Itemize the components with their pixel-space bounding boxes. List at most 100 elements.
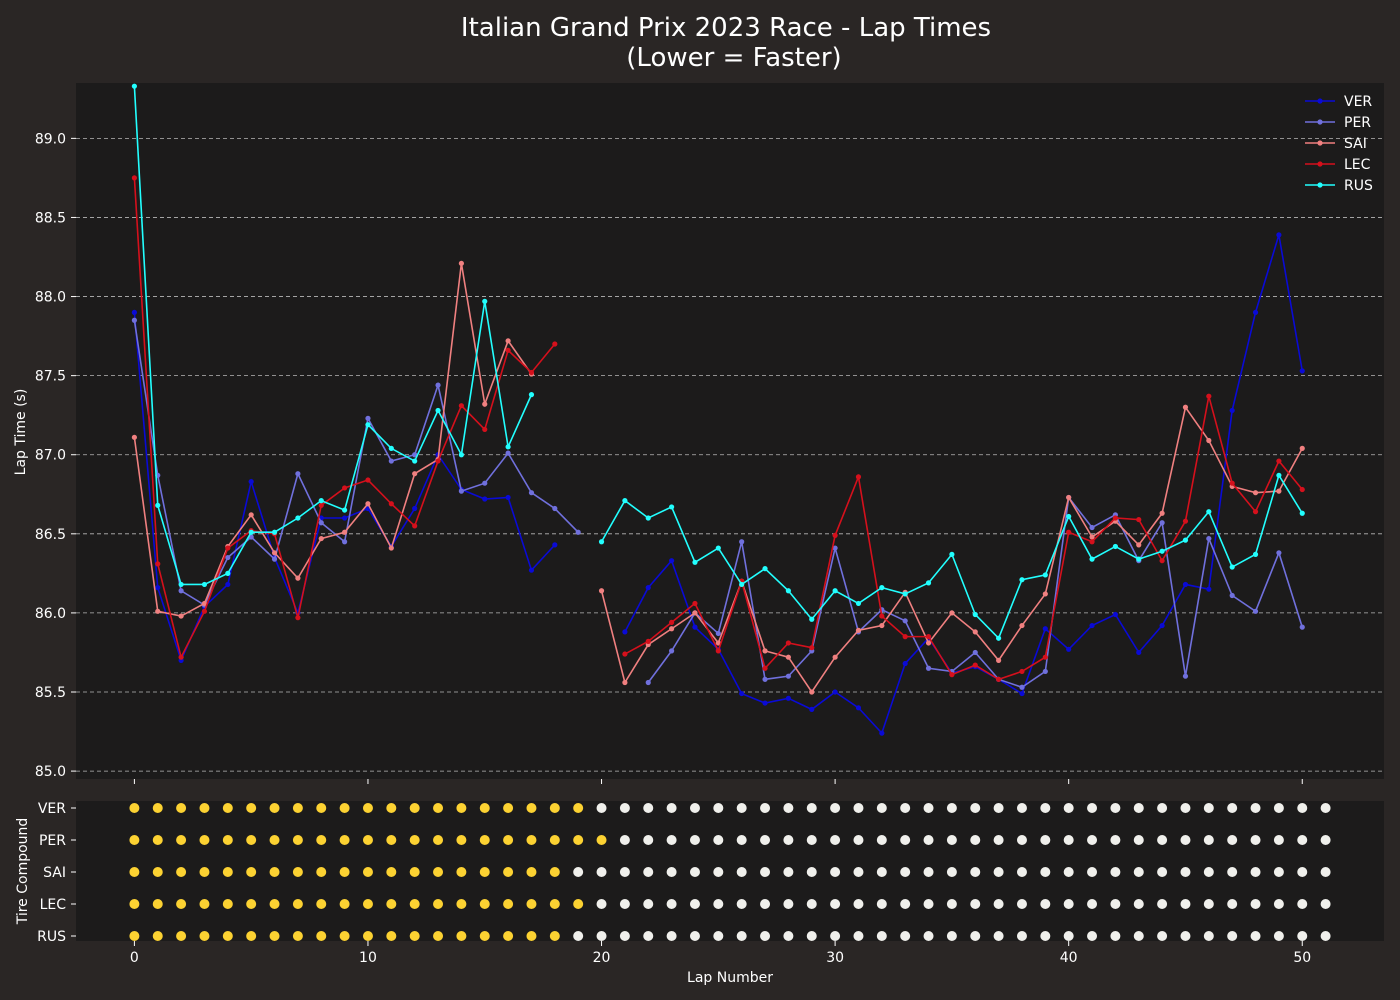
tire-dot-per — [1016, 835, 1027, 845]
tire-driver-label: PER — [39, 833, 66, 849]
tire-dot-sai — [339, 867, 350, 877]
data-point-rus — [925, 580, 932, 586]
tire-dot-lec — [1297, 899, 1308, 909]
tire-dot-rus — [199, 931, 210, 941]
data-point-rus — [902, 591, 908, 597]
data-point-lec — [528, 369, 535, 376]
legend-marker — [1317, 161, 1323, 167]
data-point-per — [225, 554, 231, 561]
tire-dot-sai — [993, 867, 1004, 877]
data-point-sai — [458, 260, 464, 266]
tire-dot-sai — [923, 867, 934, 877]
tire-dot-per — [1227, 835, 1238, 845]
data-point-per — [1229, 592, 1235, 599]
tire-dot-rus — [339, 931, 350, 941]
tire-dot-lec — [783, 899, 794, 909]
y-tick-labels: 85.0 85.5 86.0 86.5 87.0 87.5 88.0 88.5 89.0 — [35, 131, 76, 780]
x-tick-labels: 0 10 20 30 40 50 — [130, 941, 1311, 966]
data-point-per — [925, 665, 932, 671]
tire-dot-per — [199, 835, 210, 845]
data-point-lec — [762, 665, 768, 671]
legend-marker — [1317, 182, 1323, 188]
data-point-per — [365, 415, 371, 421]
data-point-per — [832, 545, 838, 551]
tire-dot-rus — [806, 931, 817, 941]
tire-dot-rus — [946, 931, 957, 941]
tire-dot-ver — [433, 803, 444, 813]
tire-dot-rus — [666, 931, 677, 941]
data-point-rus — [1182, 537, 1189, 543]
tire-dot-lec — [689, 899, 700, 909]
data-point-sai — [809, 689, 815, 695]
tire-dot-sai — [152, 867, 163, 877]
data-point-lec — [902, 634, 908, 640]
data-point-sai — [669, 626, 675, 632]
tire-dot-rus — [503, 931, 514, 941]
data-point-rus — [949, 551, 955, 557]
legend-label: PER — [1344, 115, 1371, 131]
tire-dot-rus — [853, 931, 864, 941]
tire-dot-ver — [1133, 803, 1144, 813]
data-point-ver — [692, 624, 698, 630]
data-point-ver — [482, 496, 488, 502]
tire-dot-ver — [479, 803, 490, 813]
series-line-per — [133, 320, 579, 607]
tire-dot-rus — [830, 931, 841, 941]
data-point-rus — [1019, 577, 1025, 583]
data-point-lec — [645, 638, 651, 644]
tire-dot-per — [736, 835, 747, 845]
data-point-rus — [271, 529, 278, 535]
data-point-lec — [365, 477, 371, 483]
tire-dot-sai — [246, 867, 257, 877]
tire-dot-lec — [479, 899, 490, 909]
tire-dot-rus — [1087, 931, 1098, 941]
tire-dot-ver — [1016, 803, 1027, 813]
data-point-rus — [972, 611, 978, 618]
tire-dot-lec — [386, 899, 397, 909]
tire-dot-per — [362, 835, 373, 845]
tire-dot-ver — [876, 803, 887, 813]
data-point-sai — [365, 501, 371, 507]
data-point-lec — [155, 561, 161, 567]
tire-dot-lec — [503, 899, 514, 909]
data-point-ver — [248, 479, 254, 485]
y-tick-label: 85.0 — [35, 764, 66, 780]
tire-dot-ver — [760, 803, 771, 813]
tire-dot-rus — [923, 931, 934, 941]
legend-marker — [1317, 140, 1323, 146]
data-point-ver — [902, 660, 908, 667]
tire-dot-ver — [176, 803, 187, 813]
tire-dot-per — [1250, 835, 1261, 845]
data-point-lec — [295, 615, 301, 621]
tire-dot-rus — [1250, 931, 1261, 941]
tire-dot-per — [503, 835, 514, 845]
tire-dot-per — [316, 835, 327, 845]
tire-dot-ver — [1180, 803, 1191, 813]
data-point-lec — [178, 654, 184, 660]
tire-dot-sai — [713, 867, 724, 877]
tire-dot-rus — [993, 931, 1004, 941]
tire-dot-per — [713, 835, 724, 845]
tire-dot-per — [1180, 835, 1191, 845]
data-point-per — [1206, 535, 1212, 542]
tire-dot-per — [666, 835, 677, 845]
tire-dot-rus — [176, 931, 187, 941]
y-tick-label: 86.5 — [35, 527, 66, 543]
tire-dot-lec — [1250, 899, 1261, 909]
data-point-per — [271, 556, 278, 562]
data-point-per — [1299, 624, 1305, 630]
data-point-per — [435, 382, 441, 388]
data-point-rus — [482, 298, 488, 304]
tire-dot-lec — [1133, 899, 1144, 909]
data-point-ver — [1089, 622, 1095, 629]
tire-dot-sai — [970, 867, 981, 877]
tire-dot-ver — [362, 803, 373, 813]
data-point-per — [388, 458, 394, 464]
data-point-sai — [248, 512, 254, 518]
data-point-per — [1159, 520, 1165, 526]
data-point-per — [739, 539, 745, 545]
data-point-rus — [1276, 472, 1282, 478]
tire-dot-per — [1157, 835, 1168, 845]
y-axis-label: Lap Time (s) — [13, 389, 29, 476]
data-point-lec — [1299, 486, 1305, 493]
